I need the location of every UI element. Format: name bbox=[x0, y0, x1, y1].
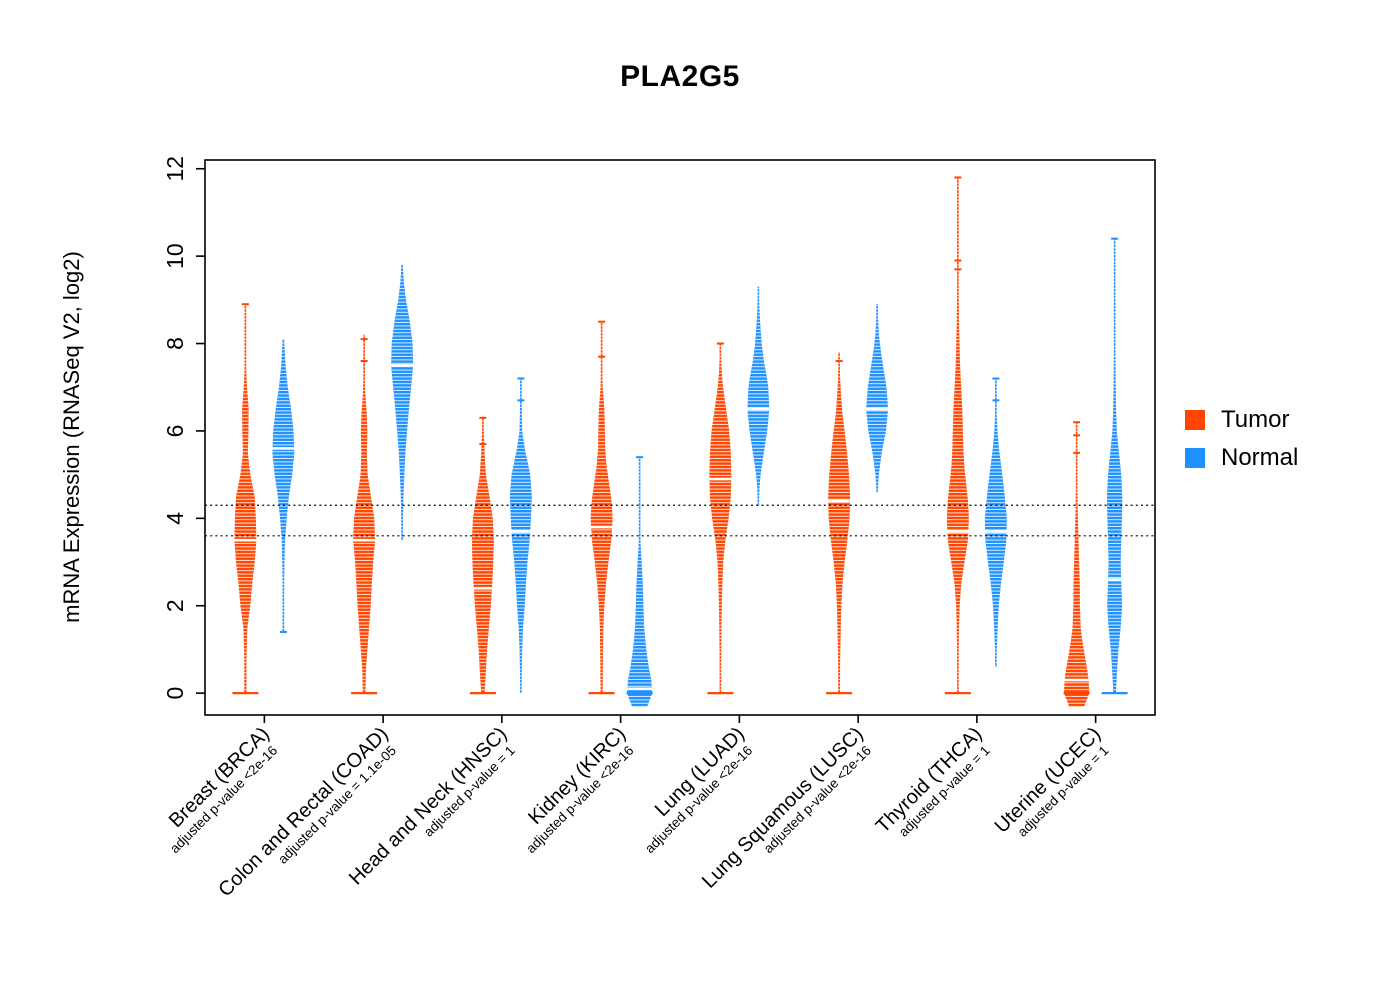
violin-tumor-4-outlier bbox=[598, 320, 606, 323]
violin-normal-7-outlier bbox=[992, 377, 1000, 380]
violin-normal-5-median bbox=[746, 407, 770, 411]
violin-tumor-2-outlier bbox=[360, 360, 368, 363]
violins-layer bbox=[232, 176, 1128, 707]
violin-tumor-5 bbox=[707, 342, 734, 695]
violin-normal-7-median bbox=[984, 530, 1008, 533]
violin-tumor-7-outlier bbox=[954, 176, 962, 179]
violin-tumor-1-outlier bbox=[241, 303, 249, 306]
normal-swatch-icon bbox=[1185, 448, 1205, 468]
violin-tumor-3-outlier bbox=[479, 443, 487, 446]
plot-border bbox=[204, 159, 1156, 716]
violin-normal-4-zero-dash bbox=[626, 692, 653, 695]
violin-normal-2 bbox=[390, 264, 414, 541]
violin-tumor-6-median bbox=[827, 499, 851, 503]
violin-tumor-7-median bbox=[946, 530, 969, 533]
violin-tumor-7 bbox=[944, 176, 971, 695]
violin-tumor-3 bbox=[469, 416, 496, 695]
y-tick-label: 4 bbox=[162, 512, 188, 525]
violin-normal-3-outlier bbox=[517, 377, 525, 380]
category-name: Uterine (UCEC) bbox=[991, 723, 1106, 838]
violin-tumor-6-outlier bbox=[835, 360, 843, 363]
violin-normal-4-outlier bbox=[636, 456, 644, 459]
violin-normal-4 bbox=[626, 456, 653, 707]
y-tick-label: 10 bbox=[162, 243, 188, 269]
y-tick-label: 12 bbox=[162, 156, 188, 182]
y-tick-label: 6 bbox=[162, 425, 188, 438]
violin-normal-6-median bbox=[865, 407, 889, 411]
x-category-label-8: Uterine (UCEC)adjusted p-value = 1 bbox=[991, 723, 1112, 840]
y-tick-label: 0 bbox=[162, 687, 188, 700]
violin-tumor-7-outlier bbox=[954, 259, 962, 262]
violin-tumor-8-outlier bbox=[1073, 451, 1081, 454]
violin-tumor-3-zero-dash bbox=[469, 692, 496, 695]
violin-tumor-8 bbox=[1063, 421, 1090, 707]
y-axis-label: mRNA Expression (RNASeq V2, log2) bbox=[59, 251, 84, 623]
violin-tumor-1-median bbox=[233, 538, 257, 542]
violin-normal-7 bbox=[984, 377, 1008, 667]
violin-tumor-1 bbox=[232, 303, 259, 695]
violin-normal-3-outlier bbox=[517, 399, 525, 402]
violin-normal-8 bbox=[1101, 237, 1128, 695]
legend-item-tumor: Tumor bbox=[1185, 408, 1298, 432]
violin-normal-5 bbox=[746, 286, 770, 506]
violin-tumor-4-outlier bbox=[598, 355, 606, 358]
violin-tumor-2-outlier bbox=[360, 338, 368, 341]
violin-tumor-8-outlier bbox=[1073, 434, 1081, 437]
violin-tumor-8-median bbox=[1064, 678, 1090, 682]
violin-tumor-8-outlier bbox=[1073, 421, 1081, 424]
violin-tumor-3-outlier bbox=[479, 416, 487, 419]
violin-tumor-5-zero-dash bbox=[707, 692, 734, 695]
violin-normal-3 bbox=[509, 377, 532, 694]
category-name: Breast (BRCA) bbox=[165, 723, 274, 832]
legend: Tumor Normal bbox=[1185, 408, 1298, 484]
violin-normal-8-median bbox=[1107, 578, 1122, 581]
x-category-label-4: Kidney (KIRC)adjusted p-value <2e-16 bbox=[523, 723, 636, 856]
y-tick-label: 8 bbox=[162, 337, 188, 350]
legend-label-tumor: Tumor bbox=[1221, 406, 1290, 433]
violin-tumor-4-median bbox=[590, 525, 613, 529]
violin-normal-4-median bbox=[626, 687, 653, 691]
category-name: Kidney (KIRC) bbox=[524, 723, 630, 829]
violin-tumor-7-zero-dash bbox=[944, 692, 971, 695]
violin-tumor-2 bbox=[351, 334, 378, 695]
violin-normal-1-median bbox=[272, 447, 295, 450]
violin-normal-6 bbox=[865, 304, 889, 493]
violin-tumor-4-zero-dash bbox=[588, 692, 615, 695]
violin-tumor-6 bbox=[826, 352, 853, 695]
violin-normal-2-median bbox=[390, 364, 414, 367]
violin-tumor-5-median bbox=[708, 477, 732, 481]
violin-tumor-6-zero-dash bbox=[826, 692, 853, 695]
violin-normal-1-outlier bbox=[279, 630, 287, 633]
violin-normal-8-outlier bbox=[1111, 237, 1119, 240]
chart-title: PLA2G5 bbox=[620, 60, 740, 93]
legend-item-normal: Normal bbox=[1185, 446, 1298, 470]
x-category-label-7: Thyroid (THCA)adjusted p-value = 1 bbox=[872, 723, 993, 840]
violin-tumor-7-outlier bbox=[954, 268, 962, 271]
violin-tumor-5-outlier bbox=[716, 342, 724, 345]
violin-normal-7-outlier bbox=[992, 399, 1000, 402]
violin-normal-3-median bbox=[511, 530, 531, 533]
violin-tumor-4 bbox=[588, 320, 615, 695]
violin-tumor-2-median bbox=[352, 538, 376, 542]
violin-normal-1 bbox=[272, 339, 295, 633]
violin-normal-8-zero-dash bbox=[1101, 692, 1128, 695]
legend-label-normal: Normal bbox=[1221, 444, 1299, 471]
y-tick-label: 2 bbox=[162, 599, 188, 612]
violin-tumor-2-zero-dash bbox=[351, 692, 378, 695]
violin-tumor-8-zero-dash bbox=[1063, 692, 1090, 695]
violin-tumor-1-zero-dash bbox=[232, 692, 259, 695]
violin-tumor-3-median bbox=[473, 586, 493, 590]
tumor-swatch-icon bbox=[1185, 410, 1205, 430]
category-name: Thyroid (THCA) bbox=[872, 723, 987, 838]
